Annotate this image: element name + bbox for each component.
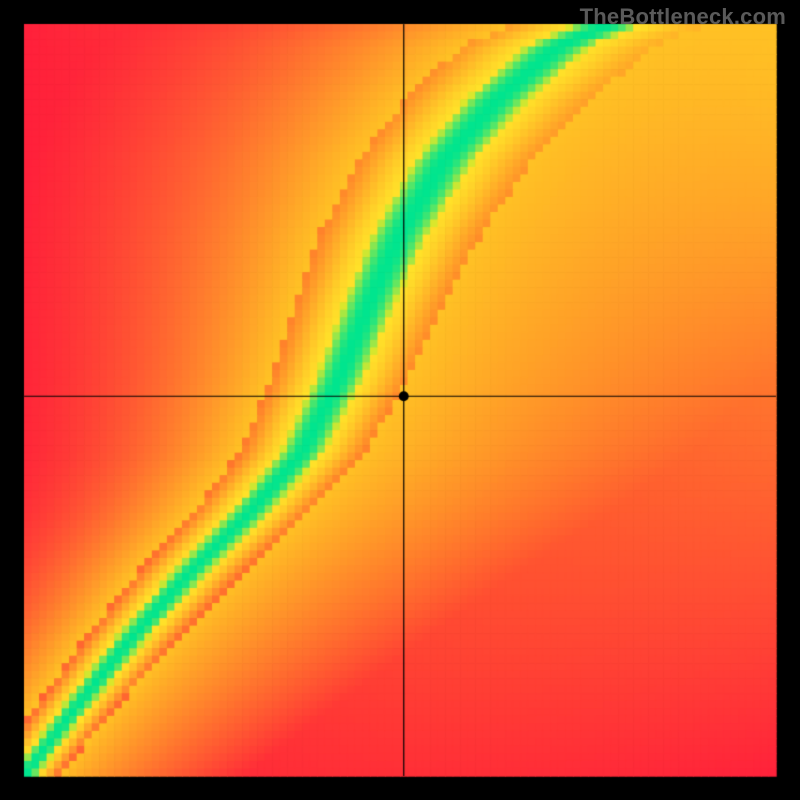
crosshair-overlay — [0, 0, 800, 800]
watermark-text: TheBottleneck.com — [580, 4, 786, 30]
chart-container: TheBottleneck.com — [0, 0, 800, 800]
